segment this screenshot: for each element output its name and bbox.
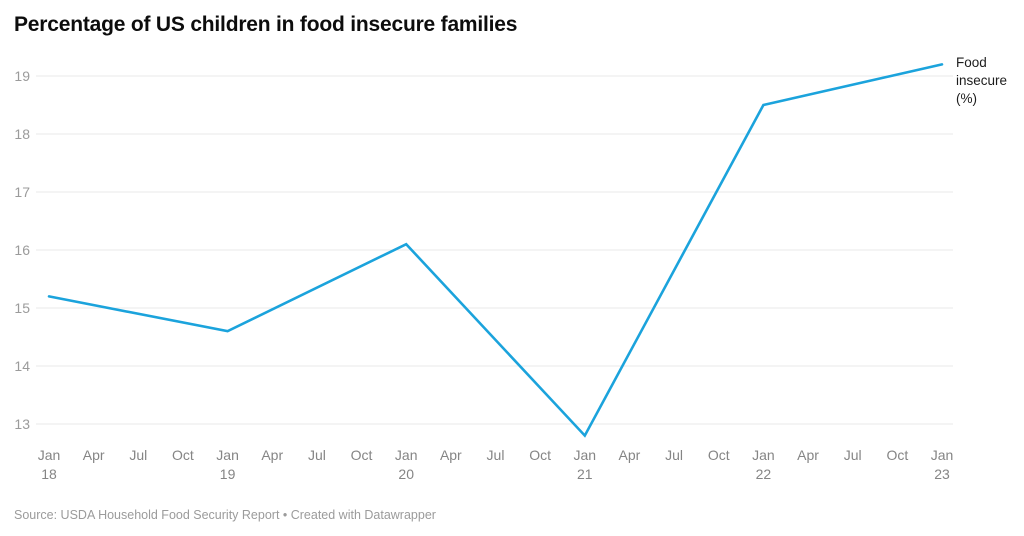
y-axis-tick-label: 15: [14, 300, 30, 316]
x-axis-tick-label-month: Jan: [395, 447, 418, 463]
x-axis-tick-label-year: 21: [577, 466, 593, 482]
x-axis-tick-label-year: 18: [41, 466, 57, 482]
x-axis-tick-label-year: 20: [398, 466, 414, 482]
x-axis-tick-label-month: Apr: [261, 447, 283, 463]
chart-title: Percentage of US children in food insecu…: [14, 13, 518, 36]
x-axis-tick-label-month: Oct: [529, 447, 551, 463]
x-axis-tick-label-month: Apr: [440, 447, 462, 463]
x-axis-tick-label-year: 23: [934, 466, 950, 482]
y-axis-tick-label: 17: [14, 184, 30, 200]
x-axis-tick-label-month: Oct: [351, 447, 373, 463]
y-axis-tick-label: 19: [14, 68, 30, 84]
x-axis-tick-label-month: Oct: [172, 447, 194, 463]
x-axis-tick-label-month: Jul: [844, 447, 862, 463]
x-axis-tick-label-month: Jul: [129, 447, 147, 463]
x-axis-tick-label-month: Oct: [886, 447, 908, 463]
y-axis-tick-label: 14: [14, 358, 30, 374]
x-axis-tick-label-month: Jan: [574, 447, 597, 463]
x-axis-tick-label-month: Jan: [931, 447, 954, 463]
data-series-line: [47, 63, 944, 438]
x-axis-tick-label-year: 19: [220, 466, 236, 482]
x-axis-tick-label-year: 22: [756, 466, 772, 482]
x-axis-tick-label-month: Jan: [752, 447, 775, 463]
y-axis-tick-label: 18: [14, 126, 30, 142]
x-axis-tick-label-month: Apr: [797, 447, 819, 463]
x-axis-tick-label-month: Apr: [619, 447, 641, 463]
series-legend-label: Food insecure (%): [956, 55, 1008, 106]
y-axis-tick-label: 13: [14, 416, 30, 432]
x-axis-tick-label-month: Apr: [83, 447, 105, 463]
x-axis-tick-label-month: Jul: [487, 447, 505, 463]
x-axis-tick-label-month: Jul: [308, 447, 326, 463]
y-axis-tick-label: 16: [14, 242, 30, 258]
source-attribution: Source: USDA Household Food Security Rep…: [14, 508, 436, 522]
x-axis-tick-label-month: Jan: [38, 447, 61, 463]
x-axis-tick-label-month: Jan: [216, 447, 239, 463]
x-axis-tick-label-month: Oct: [708, 447, 730, 463]
x-axis-tick-label-month: Jul: [665, 447, 683, 463]
